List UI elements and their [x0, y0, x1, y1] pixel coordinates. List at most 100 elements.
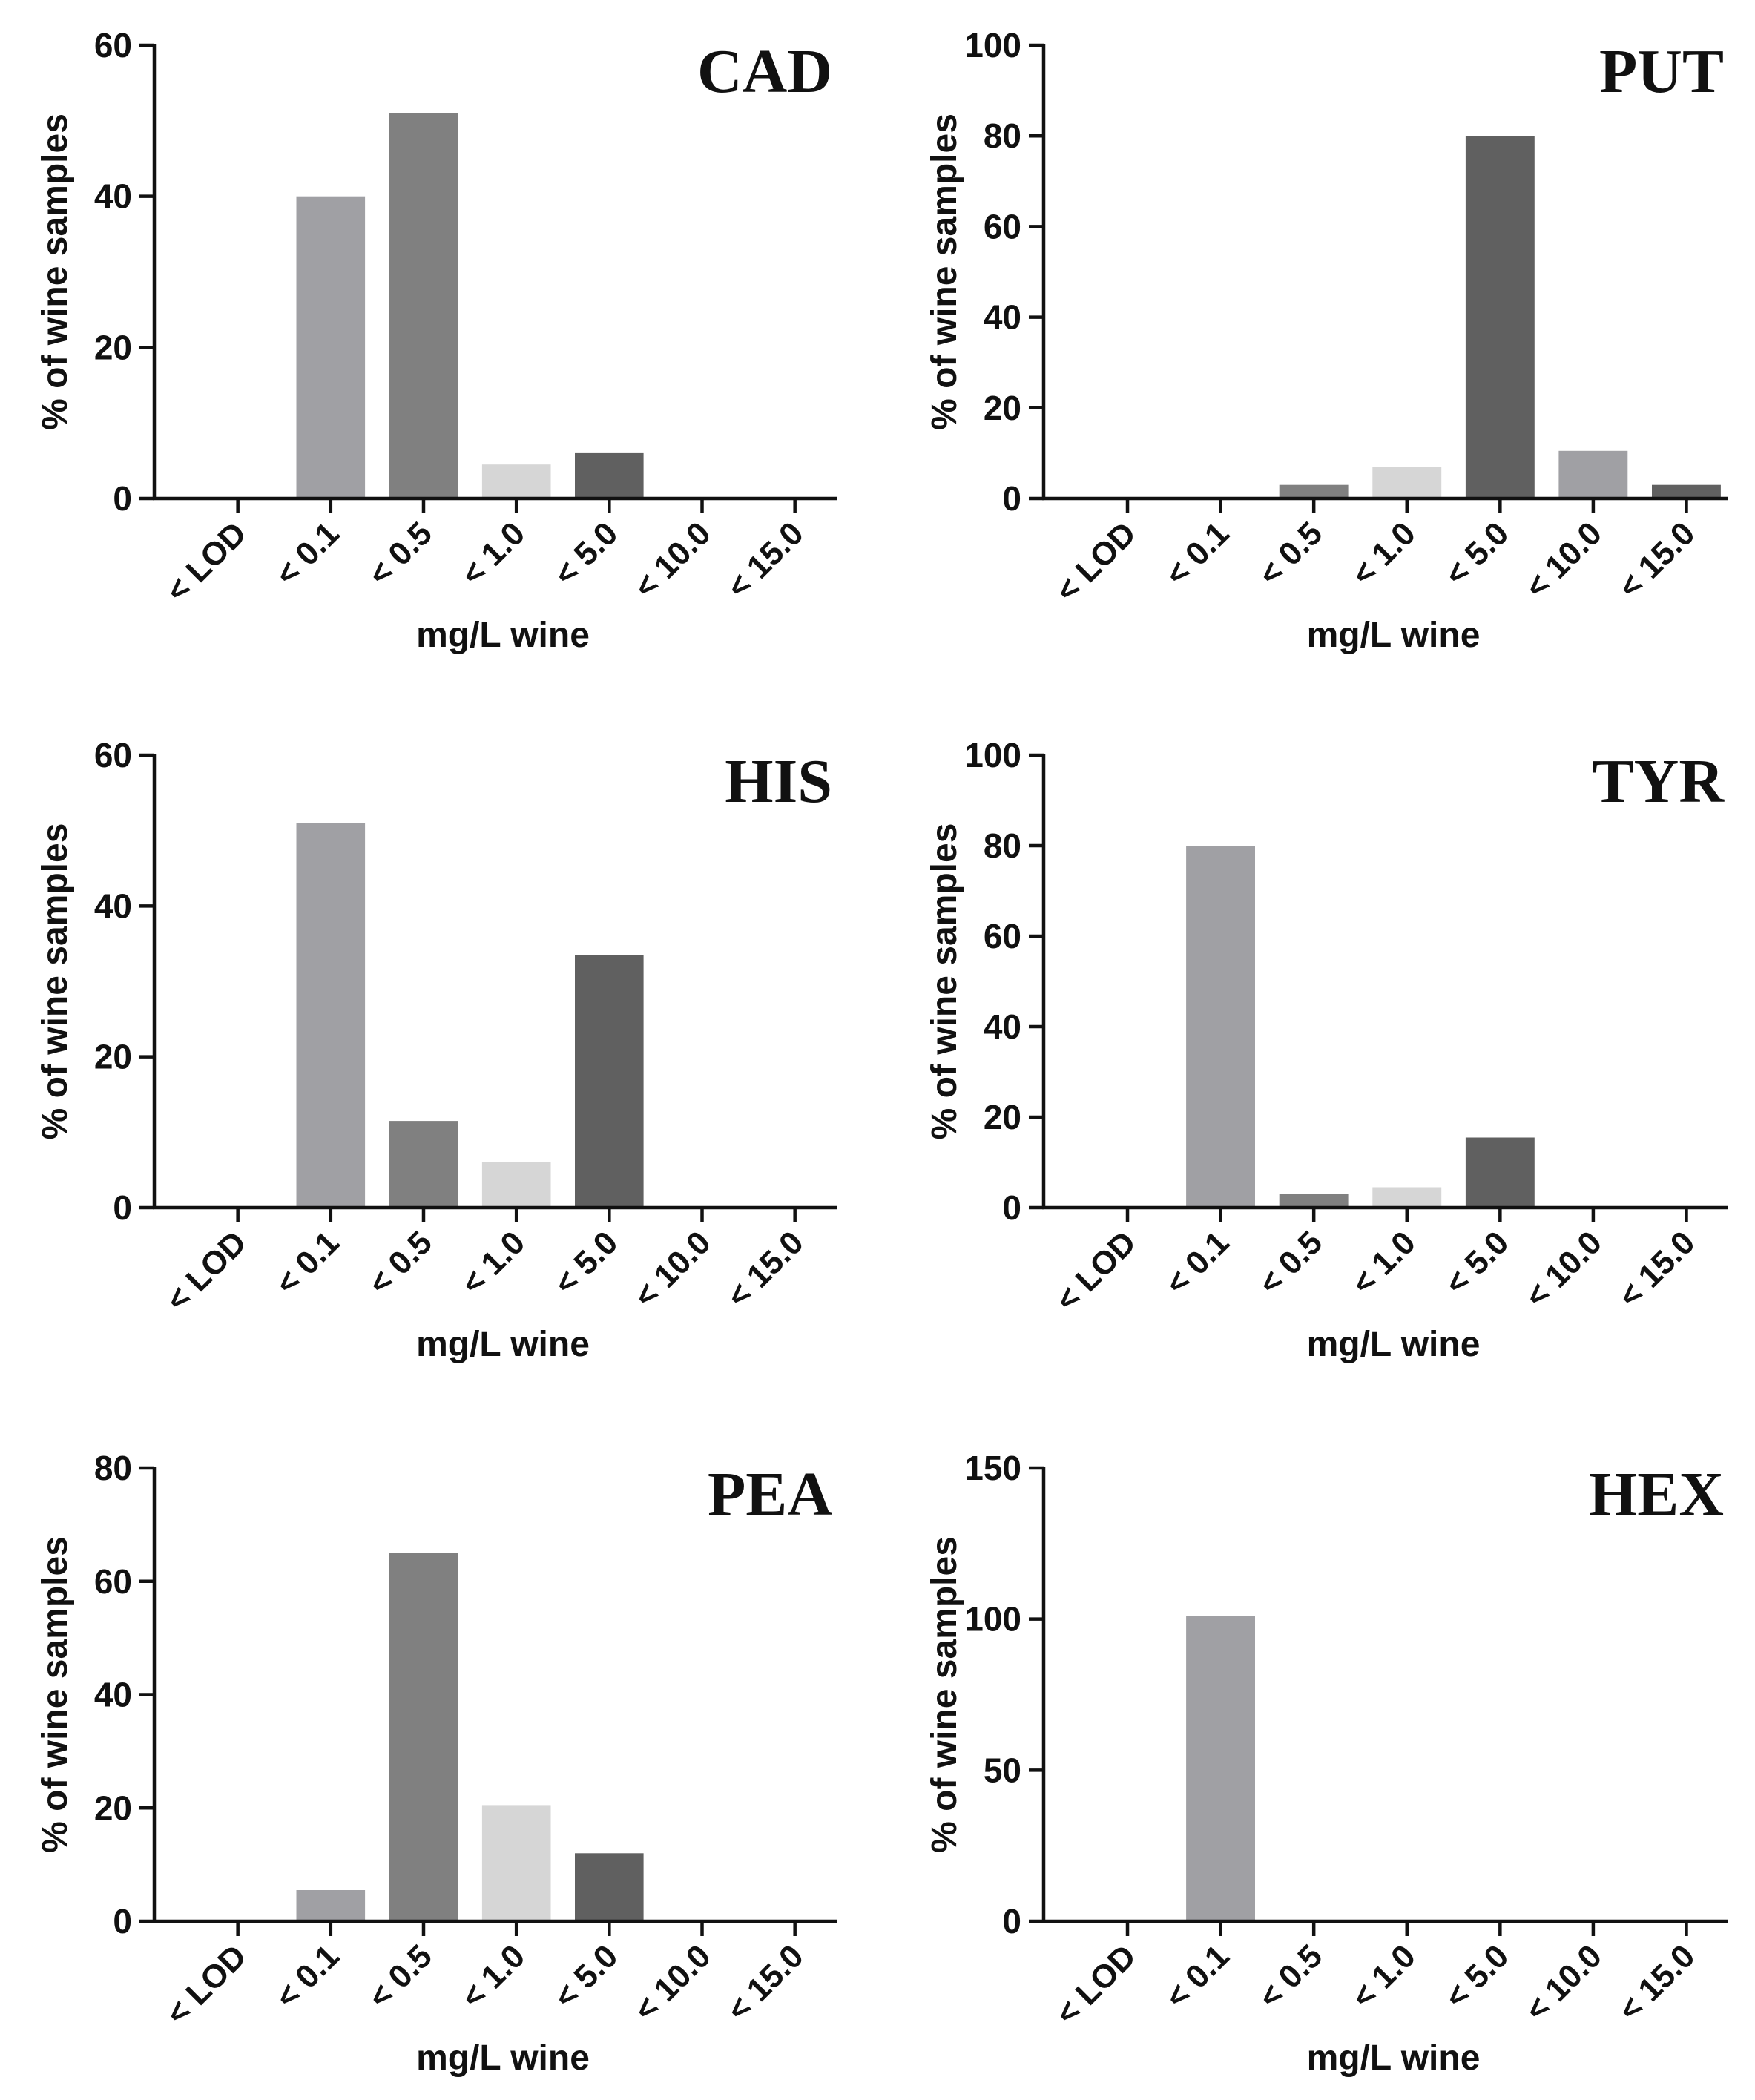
x-tick-label: < 10.0: [628, 1224, 718, 1314]
x-tick-label: < 1.0: [1345, 515, 1423, 593]
panel-title: HIS: [725, 747, 832, 816]
panel-title: PEA: [708, 1460, 832, 1529]
bar-put-2: [1279, 484, 1349, 498]
bar-his-2: [389, 1121, 458, 1208]
panel-title: CAD: [697, 37, 832, 106]
y-tick-label: 20: [94, 1788, 132, 1827]
x-tick-label: < 15.0: [720, 1224, 811, 1314]
y-tick-label: 0: [113, 479, 132, 518]
bar-his-1: [296, 823, 366, 1208]
y-tick-label: 0: [113, 1188, 132, 1227]
x-tick-label: < 15.0: [720, 515, 811, 605]
bar-put-3: [1372, 467, 1442, 498]
y-tick-label: 100: [964, 736, 1021, 774]
y-tick-label: 80: [94, 1449, 132, 1487]
bar-tyr-2: [1279, 1194, 1349, 1208]
x-tick-label: < 5.0: [1438, 1224, 1516, 1302]
x-tick-label: < 0.5: [361, 1938, 439, 2015]
y-tick-label: 20: [94, 328, 132, 366]
x-tick-label: < LOD: [1049, 1938, 1143, 2032]
y-tick-label: 20: [94, 1038, 132, 1076]
y-tick-label: 40: [94, 1676, 132, 1714]
x-tick-label: < 1.0: [455, 1938, 533, 2015]
y-axis-title: % of wine samples: [925, 113, 964, 430]
x-tick-label: < 5.0: [547, 515, 625, 593]
bar-pea-1: [296, 1890, 366, 1921]
x-tick-label: < 0.5: [361, 515, 439, 593]
x-tick-label: < 0.5: [1252, 515, 1330, 593]
y-tick-label: 80: [984, 826, 1021, 865]
bar-his-4: [575, 955, 644, 1208]
chart-panel-pea: 0 20 40 60 80 < LOD < 0.1 < 0.5 < 1.0 < 5.0 < 10.0…: [36, 1449, 837, 2078]
x-axis-title: mg/L wine: [1307, 616, 1481, 655]
x-tick-label: < 5.0: [1438, 1938, 1516, 2015]
bar-put-4: [1465, 136, 1535, 498]
x-axis-title: mg/L wine: [416, 1325, 590, 1364]
y-tick-label: 150: [964, 1449, 1021, 1487]
x-tick-label: < 5.0: [547, 1224, 625, 1302]
y-tick-label: 80: [984, 116, 1021, 155]
x-tick-label: < 0.1: [269, 1224, 346, 1302]
chart-panel-hex: 0 50 100 150 < LOD < 0.1 < 0.5 < 1.0 < 5.0 < 10.0…: [925, 1449, 1728, 2078]
bar-tyr-3: [1372, 1187, 1442, 1208]
x-tick-label: < 15.0: [720, 1938, 811, 2028]
x-tick-label: < 15.0: [1612, 1938, 1702, 2028]
bar-cad-4: [575, 452, 644, 498]
bar-tyr-1: [1186, 846, 1255, 1208]
x-tick-label: < 1.0: [1345, 1224, 1423, 1302]
bar-hex-1: [1186, 1616, 1255, 1921]
x-tick-label: < 15.0: [1612, 515, 1702, 605]
x-axis-title: mg/L wine: [1307, 1325, 1481, 1364]
bar-cad-1: [296, 196, 366, 498]
y-tick-label: 0: [1002, 1902, 1021, 1941]
bar-cad-2: [389, 113, 458, 499]
x-tick-label: < 10.0: [1518, 1938, 1609, 2028]
bar-cad-3: [481, 464, 551, 498]
y-tick-label: 20: [984, 389, 1021, 427]
y-tick-label: 60: [984, 917, 1021, 955]
x-tick-label: < 0.1: [1159, 515, 1237, 593]
x-tick-label: < 15.0: [1612, 1224, 1702, 1314]
y-tick-label: 40: [94, 177, 132, 216]
x-tick-label: < LOD: [1049, 1224, 1143, 1318]
panel-title: HEX: [1589, 1460, 1724, 1529]
y-axis-title: % of wine samples: [36, 823, 75, 1140]
x-tick-label: < 5.0: [547, 1938, 625, 2015]
panel-title: TYR: [1593, 747, 1725, 816]
x-tick-label: < 10.0: [628, 1938, 718, 2028]
panel-title: PUT: [1599, 37, 1724, 106]
bar-pea-4: [575, 1853, 644, 1921]
y-tick-label: 100: [964, 26, 1021, 65]
y-axis-title: % of wine samples: [925, 1536, 964, 1853]
y-tick-label: 60: [984, 207, 1021, 246]
y-tick-label: 60: [94, 1562, 132, 1601]
x-tick-label: < 1.0: [455, 1224, 533, 1302]
x-tick-label: < 10.0: [1518, 1224, 1609, 1314]
y-tick-label: 40: [984, 298, 1021, 337]
y-axis-title: % of wine samples: [36, 1536, 75, 1853]
x-tick-label: < 0.1: [269, 1938, 346, 2015]
x-axis-title: mg/L wine: [416, 2038, 590, 2078]
chart-panel-his: 0 20 40 60 < LOD < 0.1 < 0.5 < 1.0 < 5.0 < 10.0 < …: [36, 736, 837, 1364]
chart-panel-cad: 0 20 40 60 < LOD < 0.1 < 0.5 < 1.0 < 5.0 < 10.0 < …: [36, 26, 837, 655]
bar-pea-2: [389, 1553, 458, 1921]
y-tick-label: 20: [984, 1098, 1021, 1136]
bar-put-5: [1558, 450, 1628, 498]
bar-tyr-4: [1465, 1137, 1535, 1208]
y-tick-label: 100: [964, 1600, 1021, 1639]
bar-put-6: [1652, 484, 1721, 498]
x-tick-label: < 0.5: [361, 1224, 439, 1302]
y-tick-label: 60: [94, 736, 132, 774]
y-tick-label: 40: [984, 1007, 1021, 1046]
x-tick-label: < 5.0: [1438, 515, 1516, 593]
x-axis-title: mg/L wine: [1307, 2038, 1481, 2078]
x-tick-label: < 1.0: [1345, 1938, 1423, 2015]
x-tick-label: < 0.5: [1252, 1938, 1330, 2015]
x-tick-label: < 0.5: [1252, 1224, 1330, 1302]
x-tick-label: < 10.0: [1518, 515, 1609, 605]
x-tick-label: < 0.1: [1159, 1224, 1237, 1302]
y-tick-label: 0: [1002, 479, 1021, 518]
